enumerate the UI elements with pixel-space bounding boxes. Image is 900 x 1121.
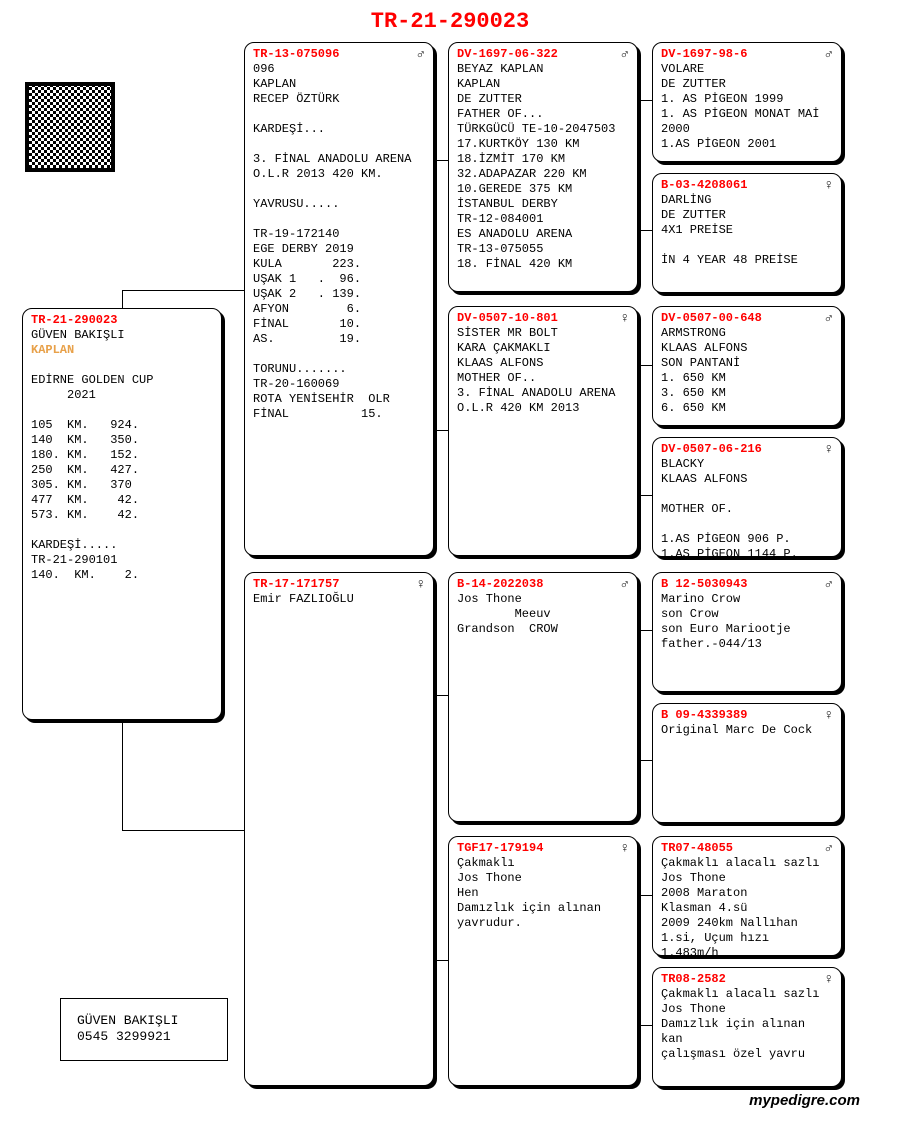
- greatgrandparent-card: ♀ B 09-4339389 Original Marc De Cock: [652, 703, 842, 823]
- sex-icon: ♂: [825, 841, 833, 859]
- greatgrandparent-card: ♂ B 12-5030943 Marino Crow son Crow son …: [652, 572, 842, 692]
- contact-name: GÜVEN BAKIŞLI: [77, 1013, 211, 1029]
- ring-number: TR-13-075096: [253, 47, 425, 62]
- card-body: ARMSTRONG KLAAS ALFONS SON PANTANİ 1. 65…: [661, 326, 833, 426]
- connector: [434, 695, 448, 696]
- ring-number: B-03-4208061: [661, 178, 833, 193]
- connector: [434, 960, 448, 961]
- qr-code: [25, 82, 115, 172]
- ring-number: B 09-4339389: [661, 708, 833, 723]
- sex-icon: ♀: [621, 311, 629, 329]
- connector: [434, 160, 448, 161]
- sex-icon: ♀: [825, 708, 833, 726]
- page-title: TR-21-290023: [0, 8, 900, 36]
- card-body: VOLARE DE ZUTTER 1. AS PİGEON 1999 1. AS…: [661, 62, 833, 162]
- connector: [638, 895, 652, 896]
- card-body: BEYAZ KAPLAN KAPLAN DE ZUTTER FATHER OF.…: [457, 62, 629, 272]
- card-body: Çakmaklı alacalı sazlı Jos Thone 2008 Ma…: [661, 856, 833, 956]
- grandparent-card: ♀ TGF17-179194 Çakmaklı Jos Thone Hen Da…: [448, 836, 638, 1086]
- sex-icon: ♀: [825, 442, 833, 460]
- grandparent-card: ♂ DV-1697-06-322 BEYAZ KAPLAN KAPLAN DE …: [448, 42, 638, 292]
- sex-icon: ♀: [825, 972, 833, 990]
- ring-number: DV-1697-06-322: [457, 47, 629, 62]
- card-body: Original Marc De Cock: [661, 723, 833, 738]
- connector: [638, 630, 652, 631]
- ring-number: TR-17-171757: [253, 577, 425, 592]
- subject-owner: GÜVEN BAKIŞLI: [31, 328, 213, 343]
- connector: [638, 230, 652, 231]
- grandparent-card: ♀ DV-0507-10-801 SİSTER MR BOLT KARA ÇAK…: [448, 306, 638, 556]
- subject-name: KAPLAN: [31, 343, 213, 358]
- sex-icon: ♂: [825, 311, 833, 329]
- subject-card: TR-21-290023 GÜVEN BAKIŞLI KAPLAN EDİRNE…: [22, 308, 222, 720]
- card-body: DARLİNG DE ZUTTER 4X1 PREİSE İN 4 YEAR 4…: [661, 193, 833, 268]
- greatgrandparent-card: ♂ DV-0507-00-648 ARMSTRONG KLAAS ALFONS …: [652, 306, 842, 426]
- connector: [122, 290, 123, 308]
- contact-box: GÜVEN BAKIŞLI 0545 3299921: [60, 998, 228, 1061]
- sex-icon: ♂: [417, 47, 425, 65]
- sex-icon: ♀: [621, 841, 629, 859]
- footer-credit: mypedigre.com: [749, 1092, 860, 1111]
- ring-number: DV-1697-98-6: [661, 47, 833, 62]
- sex-icon: ♂: [825, 577, 833, 595]
- connector: [122, 720, 123, 830]
- sex-icon: ♂: [621, 577, 629, 595]
- ring-number: TR08-2582: [661, 972, 833, 987]
- card-body: Jos Thone Meeuv Grandson CROW: [457, 592, 629, 637]
- ring-number: B-14-2022038: [457, 577, 629, 592]
- sex-icon: ♀: [825, 178, 833, 196]
- sire-card: ♂ TR-13-075096 096 KAPLAN RECEP ÖZTÜRK K…: [244, 42, 434, 556]
- card-body: BLACKY KLAAS ALFONS MOTHER OF. 1.AS PİGE…: [661, 457, 833, 557]
- greatgrandparent-card: ♀ TR08-2582 Çakmaklı alacalı sazlı Jos T…: [652, 967, 842, 1087]
- connector: [638, 495, 652, 496]
- sex-icon: ♂: [621, 47, 629, 65]
- ring-number: B 12-5030943: [661, 577, 833, 592]
- connector: [434, 430, 448, 431]
- greatgrandparent-card: ♂ DV-1697-98-6 VOLARE DE ZUTTER 1. AS Pİ…: [652, 42, 842, 162]
- ring-number: DV-0507-06-216: [661, 442, 833, 457]
- connector: [638, 760, 652, 761]
- connector: [638, 1025, 652, 1026]
- connector: [638, 365, 652, 366]
- connector: [122, 830, 244, 831]
- pedigree-page: TR-21-290023 TR-21-290023 GÜVEN BAKIŞLI …: [0, 0, 900, 1121]
- contact-phone: 0545 3299921: [77, 1029, 211, 1045]
- card-body: Emir FAZLIOĞLU: [253, 592, 425, 607]
- card-body: SİSTER MR BOLT KARA ÇAKMAKLI KLAAS ALFON…: [457, 326, 629, 416]
- greatgrandparent-card: ♂ TR07-48055 Çakmaklı alacalı sazlı Jos …: [652, 836, 842, 956]
- connector: [638, 100, 652, 101]
- ring-number: TGF17-179194: [457, 841, 629, 856]
- greatgrandparent-card: ♀ B-03-4208061 DARLİNG DE ZUTTER 4X1 PRE…: [652, 173, 842, 293]
- sex-icon: ♀: [417, 577, 425, 595]
- ring-number: TR-21-290023: [31, 313, 213, 328]
- greatgrandparent-card: ♀ DV-0507-06-216 BLACKY KLAAS ALFONS MOT…: [652, 437, 842, 557]
- ring-number: TR07-48055: [661, 841, 833, 856]
- card-body: Çakmaklı alacalı sazlı Jos Thone Damızlı…: [661, 987, 833, 1062]
- card-body: Çakmaklı Jos Thone Hen Damızlık için alı…: [457, 856, 629, 931]
- card-body: 096 KAPLAN RECEP ÖZTÜRK KARDEŞİ... 3. Fİ…: [253, 62, 425, 422]
- grandparent-card: ♂ B-14-2022038 Jos Thone Meeuv Grandson …: [448, 572, 638, 822]
- sex-icon: ♂: [825, 47, 833, 65]
- card-body: Marino Crow son Crow son Euro Mariootje …: [661, 592, 833, 652]
- ring-number: DV-0507-10-801: [457, 311, 629, 326]
- ring-number: DV-0507-00-648: [661, 311, 833, 326]
- connector: [122, 290, 244, 291]
- subject-body: EDİRNE GOLDEN CUP 2021 105 KM. 924. 140 …: [31, 358, 213, 583]
- dam-card: ♀ TR-17-171757 Emir FAZLIOĞLU: [244, 572, 434, 1086]
